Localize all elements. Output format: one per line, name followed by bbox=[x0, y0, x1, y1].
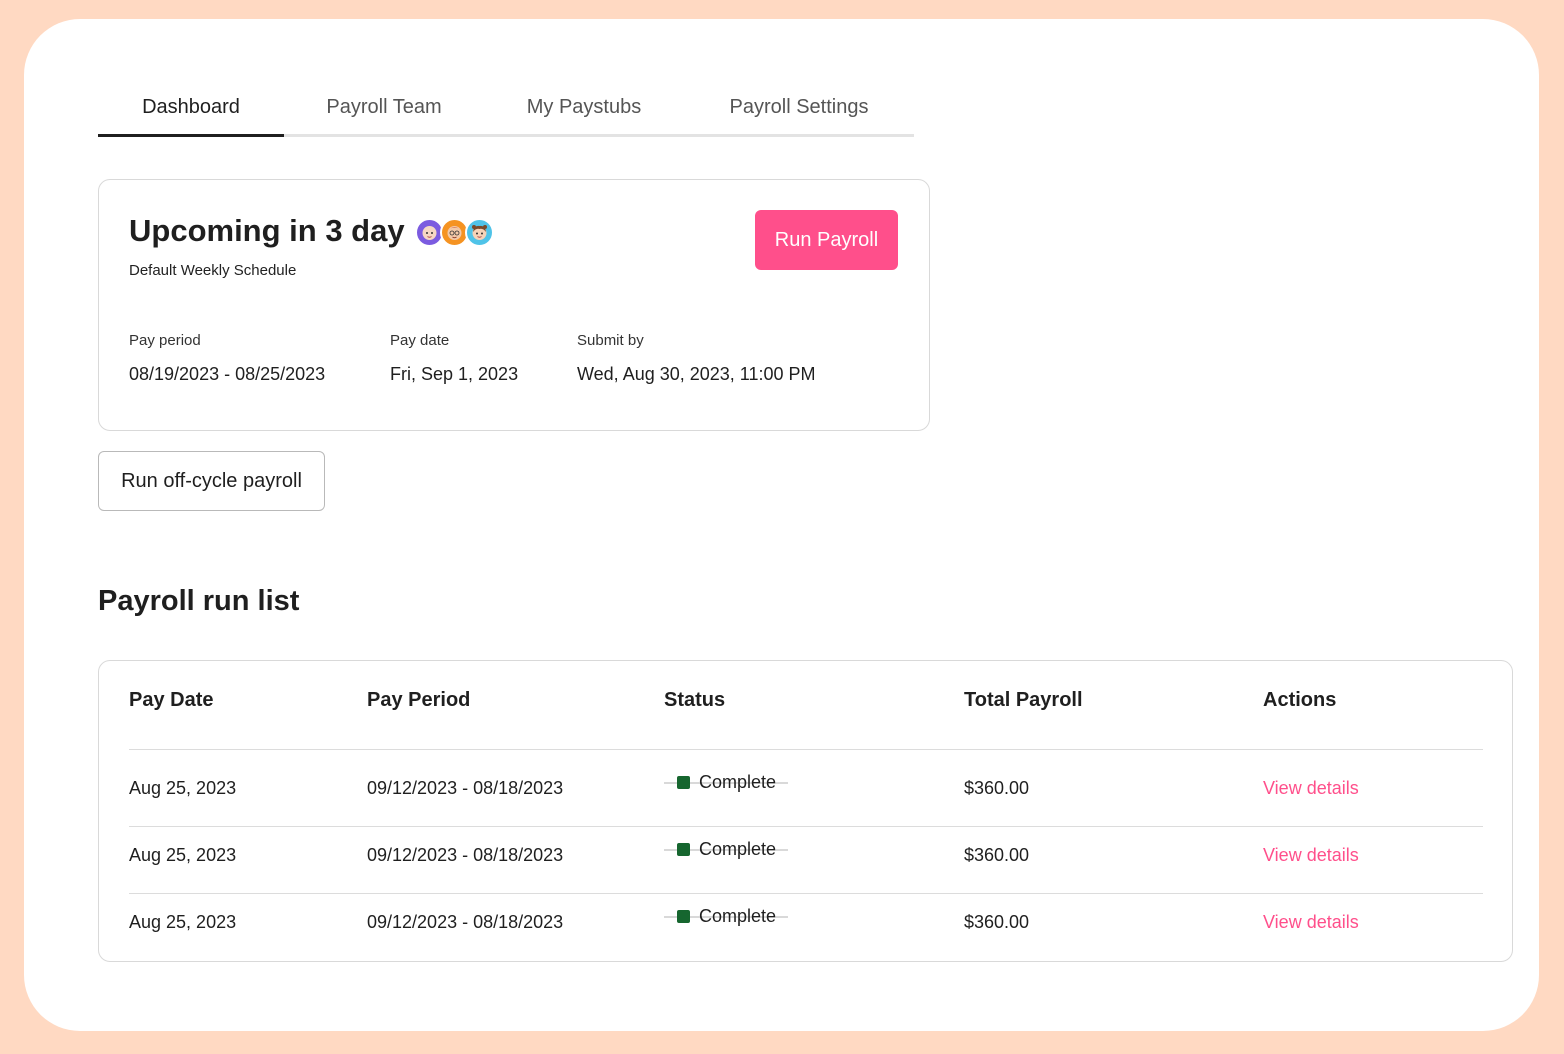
column-header-total-payroll: Total Payroll bbox=[964, 689, 1083, 711]
avatar-face-icon bbox=[422, 226, 437, 240]
upcoming-payroll-card: Upcoming in 3 day bbox=[98, 179, 930, 431]
table-row: Aug 25, 2023 09/12/2023 - 08/18/2023 Com… bbox=[99, 758, 1512, 824]
avatar-person-1 bbox=[415, 218, 444, 247]
status-line bbox=[664, 849, 789, 851]
pay-date-value: Fri, Sep 1, 2023 bbox=[390, 364, 519, 384]
header-divider bbox=[129, 749, 1483, 750]
pay-period-label: Pay period bbox=[129, 332, 201, 349]
avatar-group bbox=[415, 218, 494, 247]
status-line bbox=[664, 916, 789, 918]
pay-date-cell: Aug 25, 2023 bbox=[129, 778, 237, 798]
status-badge: Complete bbox=[664, 905, 789, 927]
total-payroll-cell: $360.00 bbox=[964, 845, 1030, 865]
pay-period-cell: 09/12/2023 - 08/18/2023 bbox=[367, 778, 564, 798]
pay-date-cell: Aug 25, 2023 bbox=[129, 845, 237, 865]
view-details-link[interactable]: View details bbox=[1263, 778, 1359, 798]
submit-by-value: Wed, Aug 30, 2023, 11:00 PM bbox=[577, 364, 816, 384]
status-complete-icon bbox=[677, 842, 690, 856]
payroll-run-table: Pay Date Pay Period Status Total Payroll… bbox=[98, 660, 1513, 962]
tab-bar: Dashboard Payroll Team My Paystubs Payro… bbox=[98, 89, 914, 137]
pay-period-cell: 09/12/2023 - 08/18/2023 bbox=[367, 845, 564, 865]
table-row: Aug 25, 2023 09/12/2023 - 08/18/2023 Com… bbox=[99, 825, 1512, 891]
status-label: Complete bbox=[699, 905, 777, 926]
pay-period-value: 08/19/2023 - 08/25/2023 bbox=[129, 364, 326, 384]
upcoming-title: Upcoming in 3 day bbox=[129, 213, 405, 248]
status-label: Complete bbox=[699, 771, 777, 792]
status-complete-icon bbox=[677, 909, 690, 923]
column-header-actions: Actions bbox=[1263, 689, 1337, 711]
status-complete-icon bbox=[677, 775, 690, 789]
tab-payroll-settings[interactable]: Payroll Settings bbox=[729, 96, 869, 118]
table-row: Aug 25, 2023 09/12/2023 - 08/18/2023 Com… bbox=[99, 892, 1512, 958]
run-off-cycle-payroll-button[interactable]: Run off-cycle payroll bbox=[98, 451, 325, 511]
status-badge: Complete bbox=[664, 771, 789, 793]
tab-payroll-team[interactable]: Payroll Team bbox=[326, 96, 442, 118]
main-card: Dashboard Payroll Team My Paystubs Payro… bbox=[24, 19, 1539, 1031]
avatar-person-2 bbox=[440, 218, 469, 247]
row-divider bbox=[129, 826, 1483, 827]
tab-my-paystubs[interactable]: My Paystubs bbox=[526, 96, 642, 118]
status-label: Complete bbox=[699, 838, 777, 859]
pay-date-cell: Aug 25, 2023 bbox=[129, 912, 237, 932]
pay-period-cell: 09/12/2023 - 08/18/2023 bbox=[367, 912, 564, 932]
payroll-run-list-title: Payroll run list bbox=[98, 585, 300, 617]
tab-dashboard[interactable]: Dashboard bbox=[98, 89, 284, 137]
submit-by-label: Submit by bbox=[577, 332, 644, 349]
schedule-name: Default Weekly Schedule bbox=[129, 262, 297, 279]
status-line bbox=[664, 782, 789, 784]
status-badge: Complete bbox=[664, 838, 789, 860]
column-header-status: Status bbox=[664, 689, 726, 711]
column-header-pay-date: Pay Date bbox=[129, 689, 214, 711]
view-details-link[interactable]: View details bbox=[1263, 845, 1359, 865]
avatar-face-icon bbox=[447, 226, 462, 240]
view-details-link[interactable]: View details bbox=[1263, 912, 1359, 932]
column-header-pay-period: Pay Period bbox=[367, 689, 471, 711]
avatar-face-icon bbox=[472, 225, 487, 240]
total-payroll-cell: $360.00 bbox=[964, 778, 1030, 798]
run-payroll-button[interactable]: Run Payroll bbox=[755, 210, 898, 270]
pay-date-label: Pay date bbox=[390, 332, 450, 349]
avatar-person-3 bbox=[465, 218, 494, 247]
row-divider bbox=[129, 893, 1483, 894]
total-payroll-cell: $360.00 bbox=[964, 912, 1030, 932]
